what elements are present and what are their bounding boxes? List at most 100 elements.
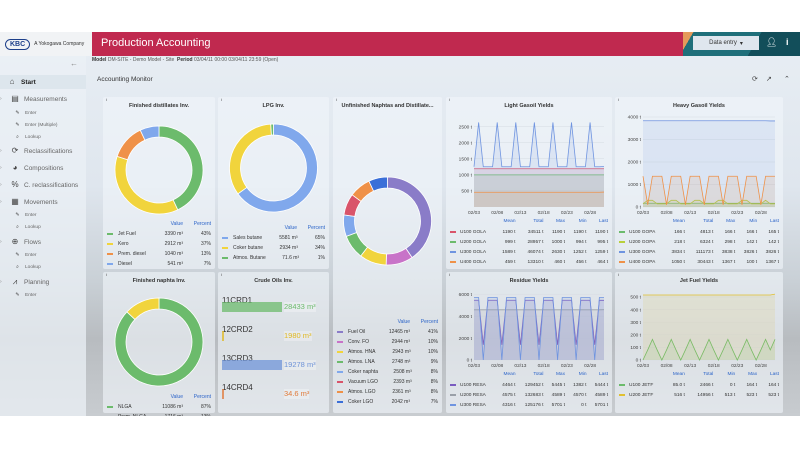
legend-row[interactable]: Atmos. LGO 2361 m³ 8% xyxy=(337,387,438,397)
sidebar-item-enter-sub[interactable]: ✎ Enter xyxy=(14,290,36,300)
series-line-u200-gopa[interactable] xyxy=(642,199,775,205)
donut-slice-prem-diesel[interactable] xyxy=(116,129,146,161)
series-line-u400-gopa[interactable] xyxy=(642,175,775,205)
info-icon[interactable]: i xyxy=(449,272,450,277)
info-icon[interactable]: i xyxy=(786,37,789,47)
series-line-u300-gola[interactable] xyxy=(473,122,605,168)
legend-row[interactable]: Atmos. HNA 2943 m³ 10% xyxy=(337,347,438,357)
stats-row[interactable]: U200 RESA 4575 t 132683 t 4589 t 4570 t 4589 … xyxy=(450,390,608,400)
legend-value: 2912 m³ xyxy=(164,241,183,247)
donut-slice-atmos-butane[interactable] xyxy=(270,123,274,136)
external-link-icon[interactable]: ↗ xyxy=(766,76,772,83)
legend-label: Atmos. LNA xyxy=(348,359,375,365)
refresh-icon[interactable]: ⟳ xyxy=(752,76,758,83)
stats-row[interactable]: U100 RESA 4464 t 129452 t 5445 t 1382 t 5444 … xyxy=(450,380,608,390)
sidebar-item-lookup-sub[interactable]: ⌕ Lookup xyxy=(14,262,41,272)
tank-row[interactable]: 14CRD4 34.6 m³ xyxy=(222,377,327,399)
stats-row[interactable]: U200 GOLA 999 t 28957 t 1000 t 994 t 995 t xyxy=(450,237,608,247)
legend-row[interactable]: Sales butane 5581 m³ 65% xyxy=(222,233,325,243)
stats-row[interactable]: U300 GOLA 1589 t 46074 t 2630 t 1252 t 1259 t xyxy=(450,247,608,257)
legend-row[interactable]: NLGA 11086 m³ 87% xyxy=(107,402,211,412)
legend-row[interactable]: Atmos. Butane 71.6 m³ 1% xyxy=(222,253,325,263)
info-icon[interactable]: i xyxy=(336,97,337,102)
data-entry-dropdown[interactable]: Data entry ▾ xyxy=(693,36,759,50)
info-icon[interactable]: i xyxy=(449,97,450,102)
tank-level-bar xyxy=(222,389,282,399)
sidebar-item-reclassifications[interactable]: › ⟳ Reclassifications xyxy=(0,145,72,157)
donut-slice-jet-fuel[interactable] xyxy=(158,125,204,211)
stats-row[interactable]: U100 GOLA 1190 t 34511 t 1190 t 1190 t 1190 t xyxy=(450,227,608,237)
donut-slice-coker-lgo[interactable] xyxy=(368,176,388,192)
sidebar-item-enter-multiple--sub[interactable]: ✎ Enter (Multiple) xyxy=(14,120,57,130)
info-icon[interactable]: i xyxy=(618,97,619,102)
sidebar-item-lookup-sub[interactable]: ⌕ Lookup xyxy=(14,222,41,232)
legend-row[interactable]: Coker butane 2934 m³ 34% xyxy=(222,243,325,253)
legend-row[interactable]: Atmos. LNA 2748 m³ 9% xyxy=(337,357,438,367)
donut-slice-nlga[interactable] xyxy=(114,297,204,387)
sidebar-item-start[interactable]: ⌂ Start xyxy=(0,75,86,89)
sidebar-item-label: Enter xyxy=(25,252,37,258)
kbc-logo[interactable]: KBC A Yokogawa Company xyxy=(0,32,92,56)
donut-slice-prem-nlga[interactable] xyxy=(126,297,160,320)
stats-row[interactable]: U100 JETF 85.0 t 2466 t 0 t 164 t 164 t xyxy=(619,380,779,390)
column-header: Total xyxy=(533,219,544,224)
series-line-u100-resa[interactable] xyxy=(474,299,605,345)
donut-slice-diesel[interactable] xyxy=(139,125,160,141)
percent-header: Percent xyxy=(193,394,211,400)
sidebar-item-movements[interactable]: › ▦ Movements xyxy=(0,196,58,208)
legend-row[interactable]: Conv. FO 2944 m³ 10% xyxy=(337,337,438,347)
legend-row[interactable]: Prem. diesel 1040 m³ 13% xyxy=(107,249,211,259)
collapse-icon[interactable]: ⌃ xyxy=(784,76,790,83)
series-line-u200-jetf[interactable] xyxy=(643,293,776,296)
legend-row[interactable]: Vacuum LGO 2393 m³ 8% xyxy=(337,377,438,387)
donut-slice-coker-naphta[interactable] xyxy=(343,214,358,237)
series-line-u100-jetf[interactable] xyxy=(642,338,776,361)
sidebar-item-lookup-sub[interactable]: ⌕ Lookup xyxy=(14,132,41,142)
tank-row[interactable]: 11CRD1 28433 m³ xyxy=(222,290,327,312)
sidebar-item-measurements[interactable]: › ▤ Measurements xyxy=(0,93,67,105)
chevron-icon: › xyxy=(0,96,2,102)
sidebar-item-c-reclassifications[interactable]: ›% C. reclassifications xyxy=(0,179,78,191)
donut-slice-kero[interactable] xyxy=(114,155,179,215)
donut-slice-fuel-oil[interactable] xyxy=(387,176,432,259)
legend-row[interactable]: Coker LGO 2042 m³ 7% xyxy=(337,397,438,407)
sidebar-item-enter-sub[interactable]: ✎ Enter xyxy=(14,210,36,220)
stats-row[interactable]: U400 GOLA 459 t 13310 t 460 t 456 t 464 t xyxy=(450,257,608,267)
back-arrow-icon[interactable]: ← xyxy=(70,59,78,68)
stats-row[interactable]: U200 GOPA 218 t 6324 t 298 t 142 t 142 t xyxy=(619,237,779,247)
info-icon[interactable]: i xyxy=(106,272,107,277)
legend-swatch xyxy=(337,341,343,343)
legend-row[interactable]: Kero 2912 m³ 37% xyxy=(107,239,211,249)
sidebar-item-planning[interactable]: › ⩘ Planning xyxy=(0,276,49,288)
tagline: A Yokogawa Company xyxy=(34,41,85,47)
stats-row[interactable]: U400 GOPA 1050 t 30443 t 1367 t 100 t 1367 t xyxy=(619,257,779,267)
user-icon[interactable]: 👤︎ xyxy=(766,37,778,47)
stats-row[interactable]: U100 GOPA 166 t 4813 t 166 t 166 t 165 t xyxy=(619,227,779,237)
info-icon[interactable]: i xyxy=(221,272,222,277)
legend-percent: 37% xyxy=(200,241,211,247)
legend-row[interactable]: Jet Fuel 3390 m³ 43% xyxy=(107,229,211,239)
sidebar-item-compositions[interactable]: › ◕ Compositions xyxy=(0,162,63,174)
info-icon[interactable]: i xyxy=(221,97,222,102)
sidebar-item-label: Measurements xyxy=(24,95,67,103)
model-value: DM-SITE - Demo Model - Site xyxy=(107,57,175,63)
info-icon[interactable]: i xyxy=(618,272,619,277)
series-line-u300-resa[interactable] xyxy=(474,297,604,361)
stat-value: 4464 t xyxy=(502,382,516,388)
series-area xyxy=(474,122,604,207)
donut-slice-coker-butane[interactable] xyxy=(229,123,272,195)
legend-row[interactable]: Fuel Oil 12465 m³ 41% xyxy=(337,327,438,337)
legend-row[interactable]: Coker naphta 2508 m³ 8% xyxy=(337,367,438,377)
tank-row[interactable]: 13CRD3 19278 m³ xyxy=(222,348,327,370)
stats-row[interactable]: U300 GOPA 3834 t 111173 t 3838 t 3826 t 3826 … xyxy=(619,247,779,257)
sidebar-item-flows[interactable]: › ⊕ Flows xyxy=(0,236,41,248)
info-icon[interactable]: i xyxy=(106,97,107,102)
stats-row[interactable]: U200 JETF 516 t 14956 t 513 t 523 t 523 t xyxy=(619,390,779,400)
stats-row[interactable]: U300 RESA 4316 t 125176 t 5701 t 0 t 5701 t xyxy=(450,400,608,410)
sidebar-item-enter-sub[interactable]: ✎ Enter xyxy=(14,250,36,260)
column-header: Max xyxy=(726,219,736,224)
tank-row[interactable]: 12CRD2 1980 m³ xyxy=(222,319,327,341)
sidebar-item-enter-sub[interactable]: ✎ Enter xyxy=(14,108,36,118)
legend-row[interactable]: Diesel 541 m³ 7% xyxy=(107,259,211,269)
